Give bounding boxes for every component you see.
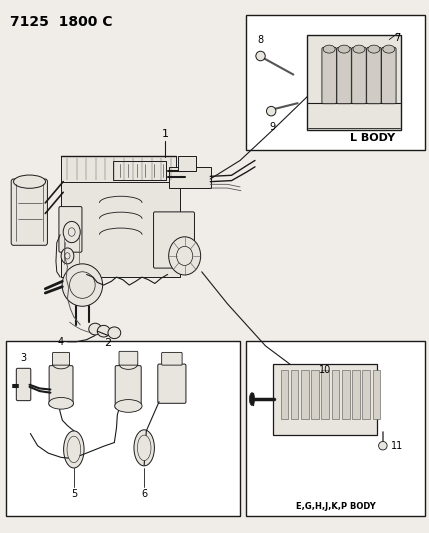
FancyBboxPatch shape bbox=[311, 370, 319, 419]
FancyBboxPatch shape bbox=[61, 179, 181, 277]
FancyBboxPatch shape bbox=[119, 351, 138, 365]
FancyBboxPatch shape bbox=[332, 370, 339, 419]
FancyBboxPatch shape bbox=[363, 370, 370, 419]
FancyBboxPatch shape bbox=[115, 366, 141, 409]
FancyBboxPatch shape bbox=[352, 47, 366, 104]
FancyBboxPatch shape bbox=[16, 368, 31, 401]
Ellipse shape bbox=[65, 253, 70, 259]
Ellipse shape bbox=[353, 45, 365, 53]
Ellipse shape bbox=[89, 323, 102, 335]
Text: 2: 2 bbox=[104, 338, 112, 348]
FancyBboxPatch shape bbox=[114, 161, 166, 180]
FancyBboxPatch shape bbox=[342, 370, 350, 419]
Ellipse shape bbox=[323, 45, 335, 53]
FancyBboxPatch shape bbox=[322, 47, 336, 104]
FancyBboxPatch shape bbox=[291, 370, 299, 419]
FancyBboxPatch shape bbox=[367, 47, 381, 104]
Text: 4: 4 bbox=[58, 337, 64, 347]
Ellipse shape bbox=[137, 435, 151, 461]
Text: 10: 10 bbox=[319, 365, 332, 375]
Ellipse shape bbox=[49, 398, 73, 409]
Text: 6: 6 bbox=[141, 489, 147, 499]
Ellipse shape bbox=[97, 325, 110, 337]
FancyBboxPatch shape bbox=[178, 156, 196, 171]
Text: 7125  1800 C: 7125 1800 C bbox=[10, 14, 112, 29]
FancyBboxPatch shape bbox=[273, 364, 378, 434]
Ellipse shape bbox=[67, 436, 81, 463]
FancyBboxPatch shape bbox=[158, 364, 186, 403]
Text: 1: 1 bbox=[162, 129, 169, 139]
Text: 11: 11 bbox=[391, 441, 404, 451]
Ellipse shape bbox=[62, 264, 103, 306]
Ellipse shape bbox=[249, 393, 254, 406]
Text: 7: 7 bbox=[395, 33, 401, 43]
Ellipse shape bbox=[108, 327, 121, 338]
Ellipse shape bbox=[134, 430, 154, 466]
Ellipse shape bbox=[177, 246, 193, 265]
Ellipse shape bbox=[379, 441, 387, 450]
FancyBboxPatch shape bbox=[154, 212, 194, 268]
FancyBboxPatch shape bbox=[352, 370, 360, 419]
Ellipse shape bbox=[68, 228, 75, 236]
Ellipse shape bbox=[383, 45, 395, 53]
FancyBboxPatch shape bbox=[61, 156, 176, 182]
FancyBboxPatch shape bbox=[169, 167, 211, 188]
FancyBboxPatch shape bbox=[52, 352, 69, 365]
Ellipse shape bbox=[368, 45, 380, 53]
Text: L BODY: L BODY bbox=[350, 133, 395, 143]
FancyBboxPatch shape bbox=[308, 35, 401, 130]
Bar bbox=[6, 341, 240, 516]
Text: 5: 5 bbox=[71, 489, 77, 499]
Text: E,G,H,J,K,P BODY: E,G,H,J,K,P BODY bbox=[296, 503, 376, 512]
FancyBboxPatch shape bbox=[49, 366, 73, 406]
Ellipse shape bbox=[169, 237, 201, 275]
Ellipse shape bbox=[69, 272, 95, 298]
FancyBboxPatch shape bbox=[373, 370, 380, 419]
Ellipse shape bbox=[338, 45, 350, 53]
Ellipse shape bbox=[61, 248, 74, 264]
Bar bbox=[247, 341, 426, 516]
Ellipse shape bbox=[63, 431, 84, 468]
FancyBboxPatch shape bbox=[162, 352, 182, 365]
FancyBboxPatch shape bbox=[381, 47, 396, 104]
Text: 3: 3 bbox=[21, 353, 27, 363]
Ellipse shape bbox=[119, 360, 137, 369]
Text: 9: 9 bbox=[269, 122, 275, 132]
Ellipse shape bbox=[115, 400, 142, 413]
Ellipse shape bbox=[14, 175, 45, 188]
Bar bbox=[247, 14, 426, 150]
FancyBboxPatch shape bbox=[301, 370, 309, 419]
FancyBboxPatch shape bbox=[321, 370, 329, 419]
FancyBboxPatch shape bbox=[337, 47, 351, 104]
FancyBboxPatch shape bbox=[11, 179, 48, 245]
Ellipse shape bbox=[256, 51, 265, 61]
Ellipse shape bbox=[63, 221, 80, 243]
FancyBboxPatch shape bbox=[59, 207, 82, 252]
Ellipse shape bbox=[266, 107, 276, 116]
Text: 8: 8 bbox=[257, 35, 263, 45]
Ellipse shape bbox=[53, 360, 69, 369]
FancyBboxPatch shape bbox=[281, 370, 288, 419]
